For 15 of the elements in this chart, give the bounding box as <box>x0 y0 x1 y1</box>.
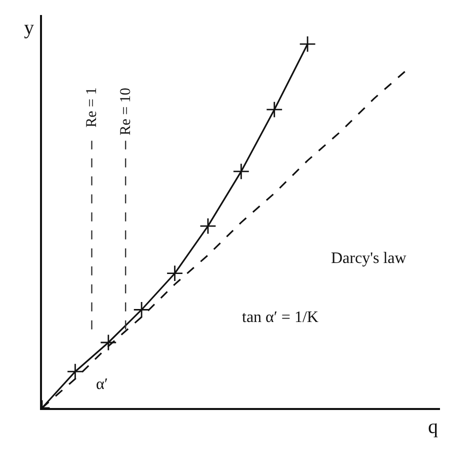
point <box>133 301 150 318</box>
annotation: Re = 10 <box>118 88 134 136</box>
annotation: Darcy's law <box>331 250 407 267</box>
x-axis-title: q <box>428 416 438 438</box>
annotation: tan α′ = 1/K <box>242 309 319 326</box>
y-axis-title: y <box>24 17 34 39</box>
point <box>299 36 316 53</box>
point <box>166 264 184 282</box>
point <box>266 101 283 118</box>
point <box>66 363 84 380</box>
annotation: Re = 1 <box>84 87 100 128</box>
point <box>232 163 250 180</box>
annotation: α′ <box>96 376 108 393</box>
point <box>200 218 216 234</box>
point <box>100 334 117 351</box>
